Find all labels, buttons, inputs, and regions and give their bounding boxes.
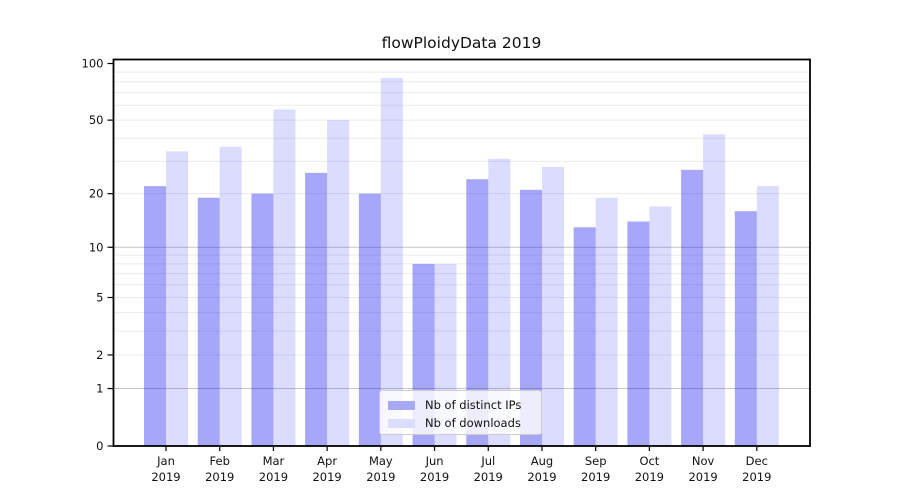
chart-title: flowPloidyData 2019 [381, 34, 542, 52]
x-tick-label-month: Aug [531, 454, 553, 468]
bar-downloads-feb [219, 146, 242, 447]
x-tick-label-month: Mar [263, 454, 285, 468]
x-tick-label-year: 2019 [205, 470, 234, 484]
x-tick-label-year: 2019 [420, 470, 449, 484]
bar-distinct-ips-aug [519, 189, 542, 446]
y-tick-label: 5 [96, 291, 103, 305]
bar-distinct-ips-apr [305, 172, 328, 447]
x-tick-label-month: Jul [480, 454, 495, 468]
x-tick-label-month: Sep [585, 454, 607, 468]
y-tick-label: 10 [89, 240, 104, 254]
y-tick-label: 1 [96, 382, 103, 396]
x-tick-label-year: 2019 [312, 470, 341, 484]
legend: Nb of distinct IPs Nb of downloads [379, 390, 542, 435]
x-tick-label-year: 2019 [688, 470, 717, 484]
x-tick-label-month: Feb [210, 454, 230, 468]
bar-downloads-jan [166, 151, 188, 446]
bar-downloads-may [380, 77, 403, 447]
y-tick-label: 20 [89, 187, 104, 201]
bar-distinct-ips-feb [197, 197, 220, 446]
x-tick-label-year: 2019 [635, 470, 664, 484]
x-tick-label-month: Jan [156, 454, 175, 468]
x-tick-label-month: Dec [746, 454, 768, 468]
y-tick-label: 50 [89, 113, 104, 127]
legend-item-distinct-ips: Nb of distinct IPs [388, 397, 541, 413]
bar-downloads-apr [327, 120, 350, 447]
bar-distinct-ips-nov [681, 169, 704, 446]
legend-label-downloads: Nb of downloads [425, 416, 521, 430]
bar-distinct-ips-dec [734, 211, 757, 446]
bar-downloads-aug [541, 166, 564, 446]
bar-distinct-ips-sep [573, 227, 596, 446]
bar-distinct-ips-oct [627, 221, 650, 446]
bar-downloads-mar [273, 109, 296, 447]
x-tick-label-month: Jun [425, 454, 444, 468]
x-tick-label-year: 2019 [151, 470, 180, 484]
y-tick-label: 2 [96, 348, 103, 362]
bar-distinct-ips-jan [144, 186, 166, 446]
x-tick-label-month: Apr [317, 454, 337, 468]
x-tick-label-year: 2019 [366, 470, 395, 484]
x-tick-label-year: 2019 [474, 470, 503, 484]
bar-downloads-nov [703, 134, 726, 447]
legend-swatch-distinct-ips [388, 400, 415, 410]
plot-frame [112, 58, 811, 447]
x-tick-label-year: 2019 [581, 470, 610, 484]
legend-item-downloads: Nb of downloads [388, 415, 541, 431]
legend-swatch-downloads [388, 418, 415, 428]
x-tick-label-month: Oct [639, 454, 659, 468]
y-tick-label: 100 [82, 57, 104, 71]
x-tick-label-year: 2019 [742, 470, 771, 484]
bar-downloads-sep [595, 197, 618, 446]
y-tick-label: 0 [96, 439, 103, 453]
bar-downloads-dec [756, 186, 779, 446]
bar-distinct-ips-jul [466, 179, 489, 446]
x-tick-label-month: Nov [692, 454, 715, 468]
bar-distinct-ips-may [358, 193, 381, 446]
bar-downloads-jul [488, 158, 511, 446]
x-tick-label-year: 2019 [259, 470, 288, 484]
x-tick-label-year: 2019 [527, 470, 556, 484]
legend-label-distinct-ips: Nb of distinct IPs [425, 398, 522, 412]
x-tick-label-month: May [369, 454, 393, 468]
bar-downloads-oct [649, 206, 672, 446]
bar-distinct-ips-mar [251, 193, 274, 446]
